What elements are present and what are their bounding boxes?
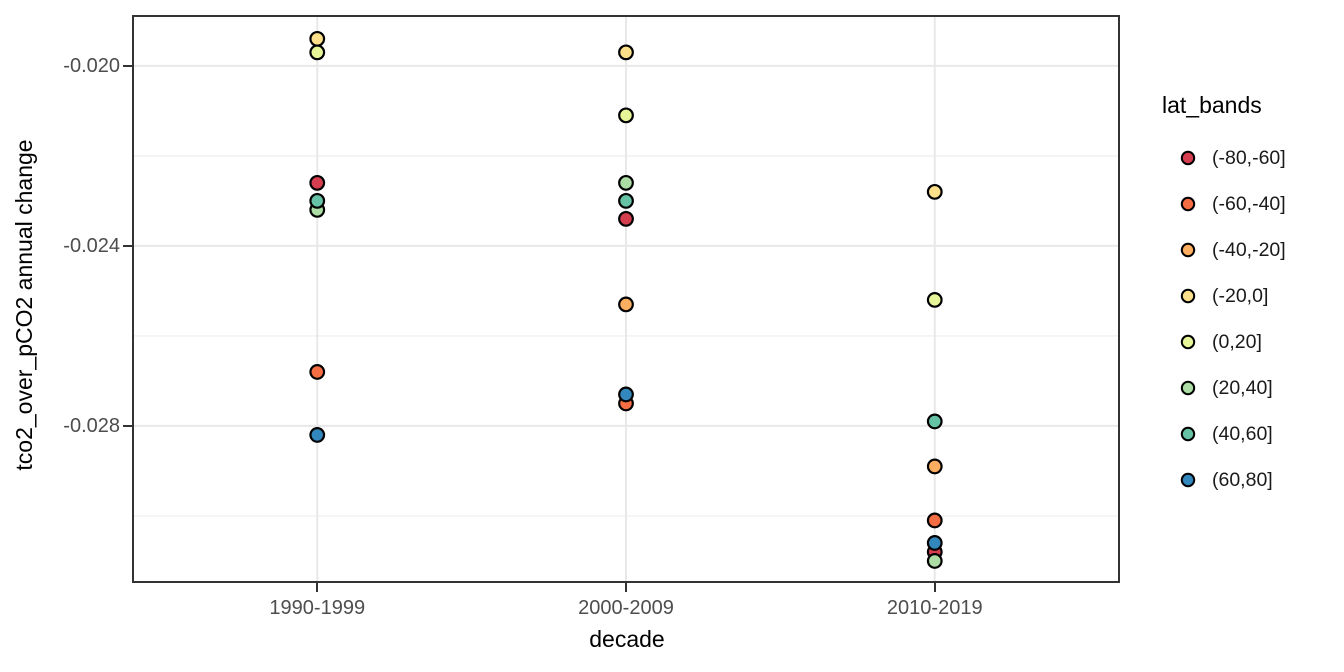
- legend-point-icon: [1180, 288, 1196, 304]
- legend-swatch-circle: [1180, 426, 1196, 442]
- legend-swatch-circle: [1180, 288, 1196, 304]
- legend-swatch-circle: [1180, 472, 1196, 488]
- legend: lat_bands (-80,-60] (-60,-40] (-40,-20] (-2…: [1150, 92, 1344, 511]
- legend-point-icon: [1180, 472, 1196, 488]
- x-tick-label: 2000-2009: [578, 597, 674, 619]
- data-point: [309, 44, 326, 61]
- legend-item: (20,40]: [1150, 373, 1344, 403]
- y-tick-mark: [123, 64, 132, 67]
- legend-item-label: (-60,-40]: [1212, 192, 1286, 215]
- x-tick-mark: [316, 583, 319, 592]
- y-tick-label: -0.028: [63, 414, 120, 437]
- data-point: [309, 192, 326, 209]
- legend-item: (-60,-40]: [1150, 189, 1344, 219]
- y-tick-mark: [123, 244, 132, 247]
- legend-point-icon: [1180, 380, 1196, 396]
- legend-item-label: (0,20]: [1212, 330, 1262, 353]
- y-tick-label: -0.024: [63, 234, 120, 257]
- legend-point-icon: [1180, 196, 1196, 212]
- legend-item: (60,80]: [1150, 465, 1344, 495]
- x-tick-label: 2010-2019: [886, 597, 983, 619]
- legend-item: (-40,-20]: [1150, 235, 1344, 265]
- data-point: [618, 192, 634, 209]
- legend-point-icon: [1180, 426, 1196, 442]
- legend-item: (-80,-60]: [1150, 143, 1344, 173]
- legend-swatch-circle: [1180, 150, 1196, 166]
- legend-item-label: (-20,0]: [1212, 284, 1269, 307]
- data-point: [926, 458, 943, 475]
- data-point: [926, 512, 943, 529]
- legend-items: (-80,-60] (-60,-40] (-40,-20] (-20,0] (0,20]…: [1150, 143, 1344, 495]
- legend-point-icon: [1180, 150, 1196, 166]
- data-point: [309, 427, 326, 443]
- legend-title: lat_bands: [1162, 92, 1262, 118]
- legend-item-label: (40,60]: [1212, 422, 1273, 445]
- data-point: [618, 174, 634, 191]
- data-point: [926, 183, 943, 200]
- y-axis-title: tco2_over_pCO2 annual change: [11, 139, 37, 470]
- legend-swatch-circle: [1180, 380, 1196, 396]
- legend-item: (40,60]: [1150, 419, 1344, 449]
- legend-swatch-circle: [1180, 196, 1196, 212]
- y-tick-mark: [123, 424, 132, 427]
- data-point: [618, 386, 634, 403]
- legend-item-label: (-40,-20]: [1212, 238, 1286, 261]
- data-point: [618, 296, 634, 313]
- data-point: [618, 210, 634, 227]
- legend-item: (0,20]: [1150, 327, 1344, 357]
- legend-point-icon: [1180, 242, 1196, 258]
- legend-swatch-circle: [1180, 334, 1196, 350]
- legend-item-label: (-80,-60]: [1212, 146, 1286, 169]
- data-point: [926, 535, 943, 551]
- x-axis-title: decade: [589, 626, 665, 652]
- plot-area: [132, 15, 1120, 583]
- data-point: [309, 30, 326, 47]
- x-tick-label: 1990-1999: [269, 597, 366, 619]
- data-point: [926, 413, 943, 430]
- legend-item-label: (20,40]: [1212, 376, 1273, 399]
- x-tick-mark: [933, 583, 936, 592]
- data-point: [926, 553, 943, 569]
- data-point: [618, 44, 634, 61]
- data-point: [926, 292, 943, 308]
- legend-point-icon: [1180, 334, 1196, 350]
- legend-item-label: (60,80]: [1212, 468, 1273, 491]
- y-axis-title-wrap: tco2_over_pCO2 annual change: [11, 139, 37, 470]
- legend-item: (-20,0]: [1150, 281, 1344, 311]
- data-point: [309, 364, 326, 380]
- data-point: [309, 174, 326, 191]
- legend-swatch-circle: [1180, 242, 1196, 258]
- y-tick-label: -0.020: [63, 54, 120, 77]
- x-tick-mark: [625, 583, 627, 592]
- data-point: [618, 107, 634, 124]
